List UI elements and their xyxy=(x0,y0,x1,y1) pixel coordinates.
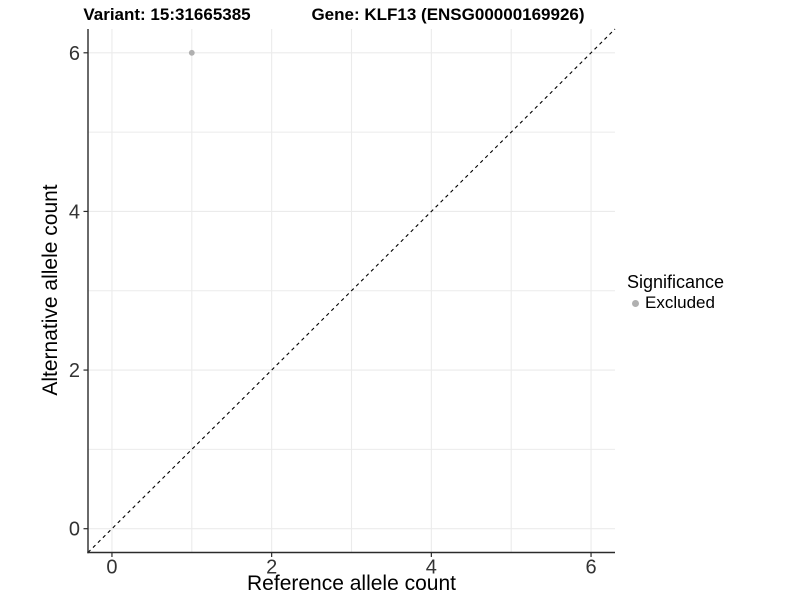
variant-title: Variant: 15:31665385 xyxy=(83,5,251,24)
data-point xyxy=(188,49,195,56)
identity-line xyxy=(87,28,616,553)
x-tick-label: 6 xyxy=(585,557,596,579)
y-tick-label: 6 xyxy=(69,43,80,65)
y-tick-label: 4 xyxy=(69,201,80,223)
x-tick-label: 2 xyxy=(266,557,277,579)
gene-title: Gene: KLF13 (ENSG00000169926) xyxy=(311,5,585,24)
x-tick-label: 4 xyxy=(426,557,437,579)
legend-item-excluded: Excluded xyxy=(627,293,724,313)
legend-title: Significance xyxy=(627,272,725,292)
legend-item-label: Excluded xyxy=(645,293,715,312)
legend: Significance Excluded xyxy=(627,271,724,313)
y-tick-label: 0 xyxy=(69,519,80,541)
y-axis-title: Alternative allele count xyxy=(39,184,62,396)
x-axis-title: Reference allele count xyxy=(247,572,456,595)
x-tick-label: 0 xyxy=(106,557,117,579)
legend-key-dot-icon xyxy=(632,299,639,307)
y-tick-label: 2 xyxy=(69,360,80,382)
